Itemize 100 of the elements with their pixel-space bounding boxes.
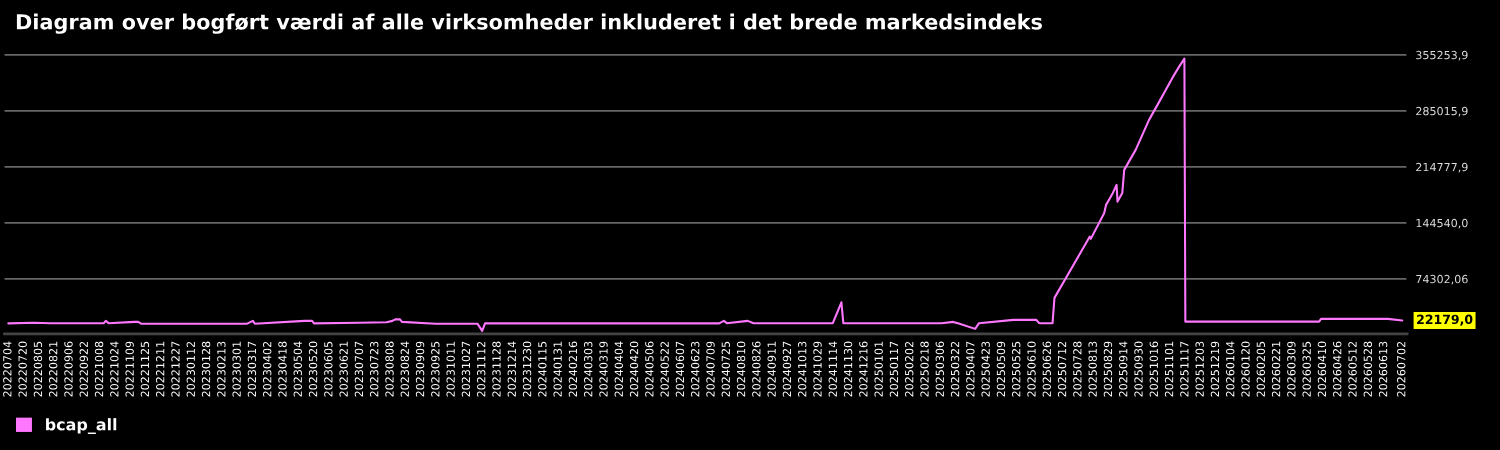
x-tick-label: 20250218 <box>920 341 929 397</box>
x-tick-label: 20240826 <box>752 341 761 397</box>
x-tick-label: 20240709 <box>706 341 715 397</box>
x-tick-label: 20221211 <box>156 341 165 397</box>
x-tick-label: 20250829 <box>1103 341 1113 397</box>
x-tick-label: 20250712 <box>1057 341 1067 397</box>
legend-label: bcap_all <box>46 418 117 435</box>
x-tick-label: 20230707 <box>354 341 364 397</box>
x-tick-label: 20241216 <box>859 341 868 397</box>
x-tick-label: 20250930 <box>1134 341 1143 397</box>
x-tick-label: 20250813 <box>1088 341 1097 397</box>
x-tick-label: 20260410 <box>1317 341 1327 397</box>
x-tick-label: 20230112 <box>186 341 195 397</box>
x-tick-label: 20250423 <box>981 341 990 397</box>
x-tick-label: 20230317 <box>247 341 257 397</box>
x-tick-label: 20230504 <box>293 341 302 397</box>
x-tick-label: 20250626 <box>1042 341 1051 397</box>
x-tick-label: 20240810 <box>736 341 746 397</box>
x-tick-label: 20250101 <box>874 341 883 397</box>
x-tick-label: 20250322 <box>950 341 960 397</box>
x-tick-label: 20240404 <box>614 341 623 397</box>
x-tick-label: 20221024 <box>110 341 119 397</box>
x-tick-label: 20230621 <box>339 341 348 397</box>
x-tick-label: 20230925 <box>431 341 440 397</box>
x-tick-label: 20231011 <box>446 341 455 397</box>
chart-title: Diagram over bogført værdi af alle virksomheder inkluderet i det brede markedsindeks <box>16 13 1042 34</box>
x-tick-label: 20251101 <box>1164 341 1174 397</box>
x-tick-label: 20240319 <box>599 341 608 397</box>
x-tick-label: 20230909 <box>415 341 425 397</box>
x-tick-label: 20240927 <box>782 341 792 397</box>
x-tick-label: 20240911 <box>767 341 776 397</box>
x-tick-label: 20230128 <box>201 341 211 397</box>
x-tick-label: 20230213 <box>217 341 226 397</box>
y-tick-label: 285015,9 <box>1416 106 1468 117</box>
x-tick-label: 20240506 <box>645 341 654 397</box>
x-tick-label: 20251219 <box>1210 341 1220 397</box>
x-tick-label: 20250117 <box>889 341 899 397</box>
x-tick-label: 20240115 <box>538 341 547 397</box>
x-tick-label: 20260702 <box>1397 341 1406 397</box>
x-tick-label: 20230520 <box>308 341 318 397</box>
x-tick-label: 20230605 <box>324 341 333 397</box>
x-tick-label: 20230808 <box>385 341 394 397</box>
x-tick-label: 20251203 <box>1195 341 1204 397</box>
x-tick-label: 20250407 <box>966 341 975 397</box>
x-tick-label: 20220821 <box>49 341 58 397</box>
x-tick-label: 20231230 <box>522 341 532 397</box>
x-tick-label: 20240522 <box>660 341 669 397</box>
x-tick-label: 20231128 <box>492 341 501 397</box>
x-tick-label: 20240623 <box>691 341 700 397</box>
y-tick-label: 144540,0 <box>1416 218 1468 229</box>
x-tick-label: 20220704 <box>3 341 12 397</box>
x-tick-label: 20241013 <box>798 341 807 397</box>
x-tick-label: 20260104 <box>1226 341 1235 397</box>
x-tick-label: 20230402 <box>263 341 272 397</box>
x-tick-label: 20230723 <box>370 341 379 397</box>
x-tick-label: 20231027 <box>461 341 471 397</box>
x-tick-label: 20260613 <box>1378 341 1388 397</box>
x-tick-label: 20220922 <box>79 341 88 397</box>
x-tick-label: 20220805 <box>33 341 43 397</box>
x-tick-label: 20250202 <box>905 341 914 397</box>
x-tick-label: 20260325 <box>1302 341 1311 397</box>
x-tick-label: 20260528 <box>1363 341 1373 397</box>
x-tick-label: 20240216 <box>568 341 578 397</box>
x-tick-label: 20250610 <box>1027 341 1036 397</box>
annotation: 22179,0 <box>1417 314 1473 326</box>
x-tick-label: 20221227 <box>171 341 180 397</box>
x-tick-label: 20230301 <box>232 341 241 397</box>
x-tick-label: 20260205 <box>1256 341 1266 397</box>
x-tick-label: 20251117 <box>1180 341 1189 397</box>
x-tick-label: 20260426 <box>1333 341 1342 397</box>
y-tick-label: 355253,9 <box>1416 50 1468 61</box>
x-tick-label: 20260120 <box>1241 341 1250 397</box>
x-tick-label: 20220720 <box>18 341 27 397</box>
x-tick-label: 20230824 <box>400 341 409 397</box>
x-tick-label: 20241114 <box>828 341 837 397</box>
x-tick-label: 20260512 <box>1348 341 1357 397</box>
x-tick-label: 20260309 <box>1287 341 1296 397</box>
x-tick-label: 20231214 <box>507 341 516 397</box>
x-tick-label: 20240725 <box>721 341 730 397</box>
x-tick-label: 20250525 <box>1012 341 1021 397</box>
x-tick-label: 20240420 <box>629 341 639 397</box>
x-tick-label: 20241130 <box>843 341 853 397</box>
y-tick-label: 214777,9 <box>1416 162 1468 173</box>
x-tick-label: 20241029 <box>813 341 822 397</box>
x-tick-label: 20260221 <box>1271 341 1281 397</box>
x-tick-label: 20240607 <box>675 341 685 397</box>
line-series <box>7 57 1404 332</box>
x-tick-label: 20221125 <box>140 341 150 397</box>
x-tick-label: 20251016 <box>1149 341 1158 397</box>
y-tick-label: 74302,06 <box>1416 274 1468 285</box>
x-tick-label: 20221109 <box>125 341 134 397</box>
x-tick-label: 20240131 <box>553 341 562 397</box>
x-tick-label: 20230418 <box>278 341 287 397</box>
x-tick-label: 20250728 <box>1073 341 1082 397</box>
x-tick-label: 20250306 <box>935 341 944 397</box>
x-tick-label: 20250914 <box>1119 341 1128 397</box>
x-tick-label: 20221008 <box>94 341 104 397</box>
x-tick-label: 20220906 <box>64 341 73 397</box>
x-tick-label: 20240303 <box>584 341 593 397</box>
x-tick-label: 20250509 <box>996 341 1006 397</box>
